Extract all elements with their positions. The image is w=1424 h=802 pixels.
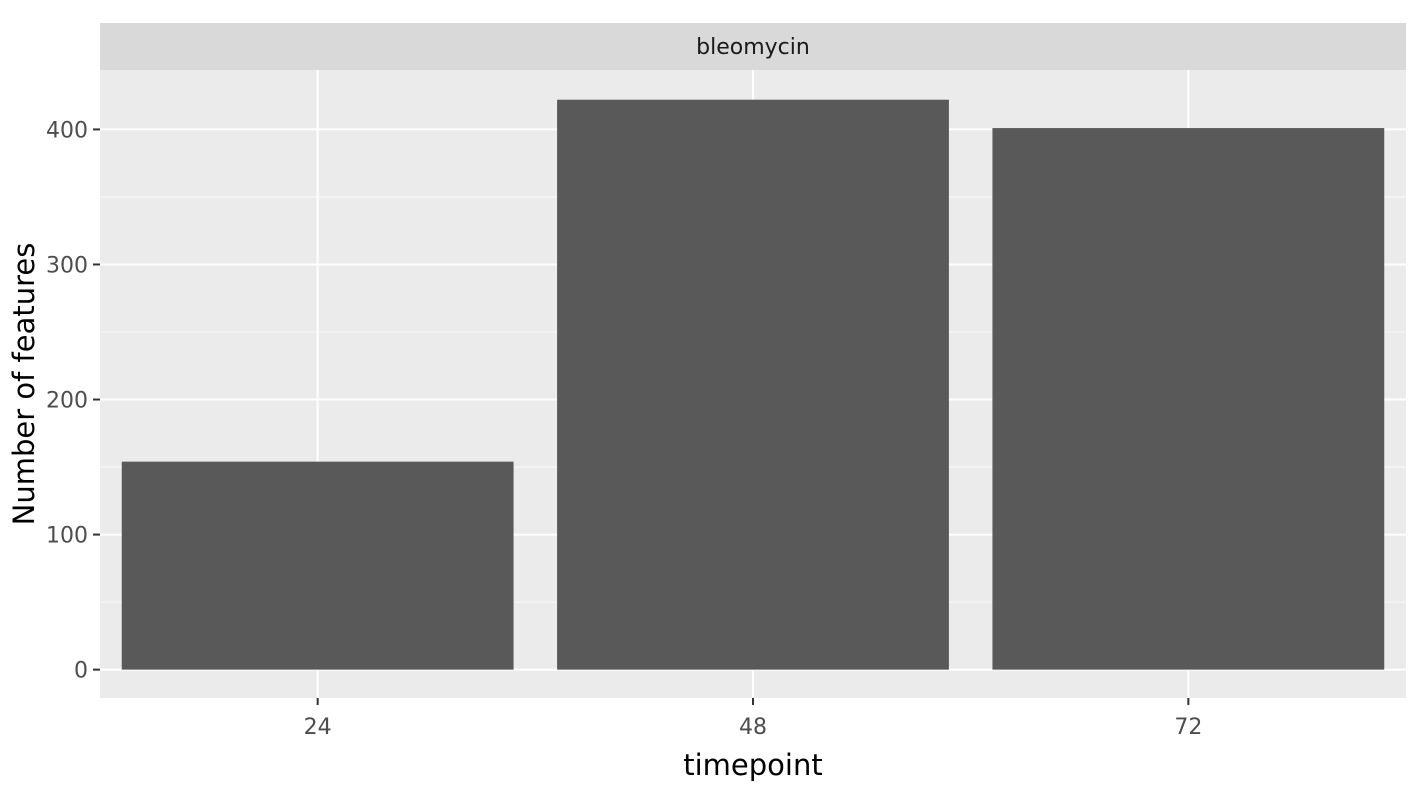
x-axis-title: timepoint: [683, 748, 822, 782]
facet-strip-label: bleomycin: [696, 35, 810, 60]
bar-72: [992, 128, 1385, 670]
y-tick-label: 200: [46, 389, 88, 414]
bars: [121, 99, 1385, 670]
bar-48: [557, 99, 949, 670]
bar-24: [121, 461, 514, 670]
x-tick-label: 48: [739, 715, 767, 740]
facet-strip: [100, 23, 1406, 70]
x-tick-label: 72: [1174, 715, 1202, 740]
y-tick-label: 100: [46, 524, 88, 549]
y-tick-label: 400: [46, 118, 88, 143]
x-tick-label: 24: [304, 715, 332, 740]
y-tick-label: 0: [74, 659, 88, 684]
y-axis: 0 100 200 300 400: [46, 118, 100, 684]
x-axis: 24 48 72: [304, 698, 1202, 740]
y-tick-label: 300: [46, 253, 88, 278]
y-axis-title: Number of features: [7, 243, 41, 526]
